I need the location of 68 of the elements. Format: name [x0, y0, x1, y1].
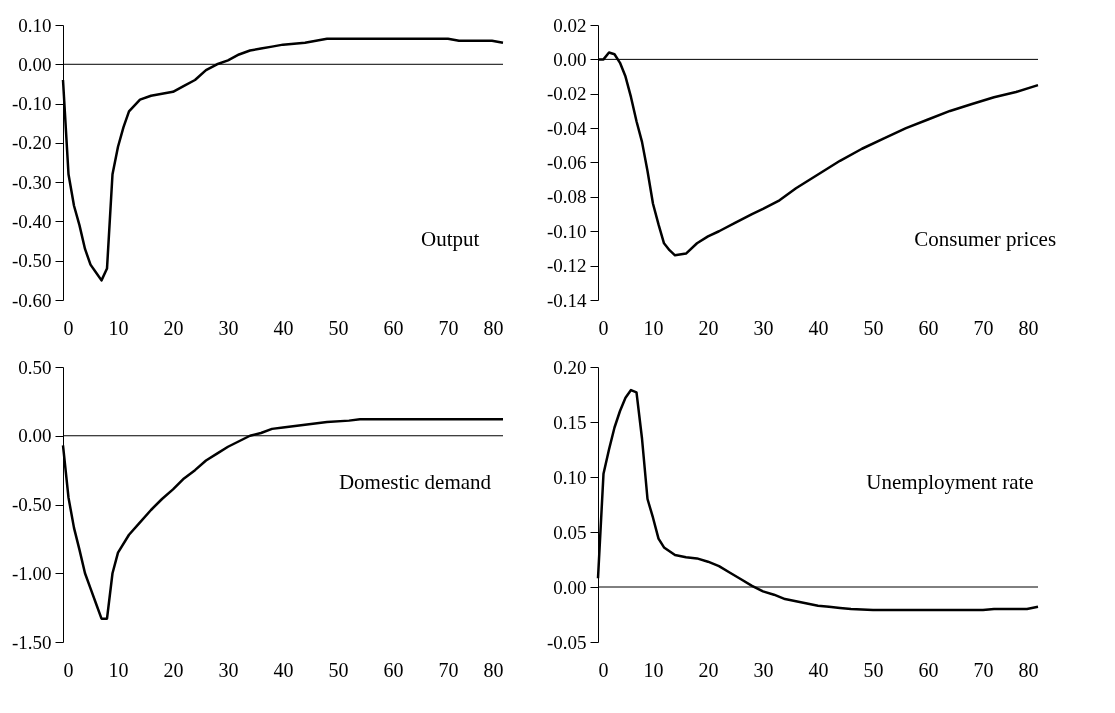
y-tick-label: 0.00	[18, 425, 52, 447]
x-tick-label: 70	[973, 316, 994, 339]
y-tick-label: -0.20	[11, 132, 52, 154]
x-tick-label: 50	[328, 658, 349, 681]
y-tick-label: -0.08	[546, 186, 587, 208]
x-tick-label: 50	[863, 658, 884, 681]
y-tick-label: -0.10	[11, 93, 52, 115]
x-tick-label: 70	[973, 658, 994, 681]
x-tick-label: 60	[918, 658, 939, 681]
y-tick-label: 0.00	[18, 53, 52, 75]
y-tick-label: -0.10	[546, 220, 587, 242]
y-tick-label: 0.00	[553, 576, 587, 598]
annotation: Output	[421, 226, 480, 251]
y-tick-label: -0.12	[546, 255, 587, 277]
annotation: Domestic demand	[338, 469, 492, 494]
x-tick-label: 30	[218, 658, 239, 681]
x-tick-label: 30	[753, 316, 774, 339]
x-tick-label: 70	[438, 658, 459, 681]
x-tick-label: 60	[383, 316, 404, 339]
x-tick-label: 10	[643, 658, 664, 681]
annotation: Unemployment rate	[866, 469, 1034, 494]
y-tick-label: 0.15	[553, 411, 587, 433]
y-tick-label: 0.50	[18, 356, 52, 378]
x-tick-label: 60	[383, 658, 404, 681]
x-tick-label: 10	[108, 658, 129, 681]
y-tick-label: -1.50	[11, 631, 52, 653]
y-tick-label: 0.10	[553, 466, 587, 488]
x-tick-label: 40	[273, 658, 294, 681]
y-tick-label: -0.50	[11, 494, 52, 515]
y-tick-label: -0.40	[11, 210, 52, 232]
y-tick-label: -0.02	[546, 83, 587, 105]
x-tick-label: 0	[63, 316, 74, 339]
x-tick-label: 80	[1018, 658, 1039, 681]
x-tick-label: 0	[598, 316, 609, 339]
x-tick-label: 50	[863, 316, 884, 339]
x-tick-label: 30	[218, 316, 239, 339]
y-tick-label: -1.00	[11, 562, 52, 584]
x-tick-label: 0	[63, 658, 74, 681]
x-tick-label: 20	[163, 658, 184, 681]
y-tick-label: -0.30	[11, 171, 52, 193]
x-tick-label: 40	[808, 316, 829, 339]
x-tick-label: 20	[698, 316, 719, 339]
x-tick-label: 30	[753, 658, 774, 681]
x-tick-label: 20	[698, 658, 719, 681]
x-tick-label: 80	[483, 316, 504, 339]
y-tick-label: -0.06	[546, 152, 587, 173]
y-tick-label: -0.50	[11, 250, 52, 272]
y-tick-label: 0.05	[553, 521, 587, 543]
x-tick-label: 70	[438, 316, 459, 339]
y-tick-label: 0.20	[553, 356, 587, 378]
y-tick-label: -0.60	[11, 289, 52, 311]
x-tick-label: 10	[108, 316, 129, 339]
x-tick-label: 40	[273, 316, 294, 339]
x-tick-label: 10	[643, 316, 664, 339]
x-tick-label: 60	[918, 316, 939, 339]
y-tick-label: 0.00	[553, 48, 587, 70]
annotation: Consumer prices	[914, 226, 1057, 251]
y-tick-label: -0.04	[546, 117, 587, 139]
x-tick-label: 0	[598, 658, 609, 681]
x-tick-label: 50	[328, 316, 349, 339]
y-tick-label: -0.14	[546, 289, 587, 311]
y-tick-label: -0.05	[546, 631, 587, 653]
y-tick-label: 0.10	[18, 14, 52, 36]
x-tick-label: 80	[1018, 316, 1039, 339]
x-tick-label: 80	[483, 658, 504, 681]
x-tick-label: 40	[808, 658, 829, 681]
y-tick-label: 0.02	[553, 14, 587, 36]
x-tick-label: 20	[163, 316, 184, 339]
